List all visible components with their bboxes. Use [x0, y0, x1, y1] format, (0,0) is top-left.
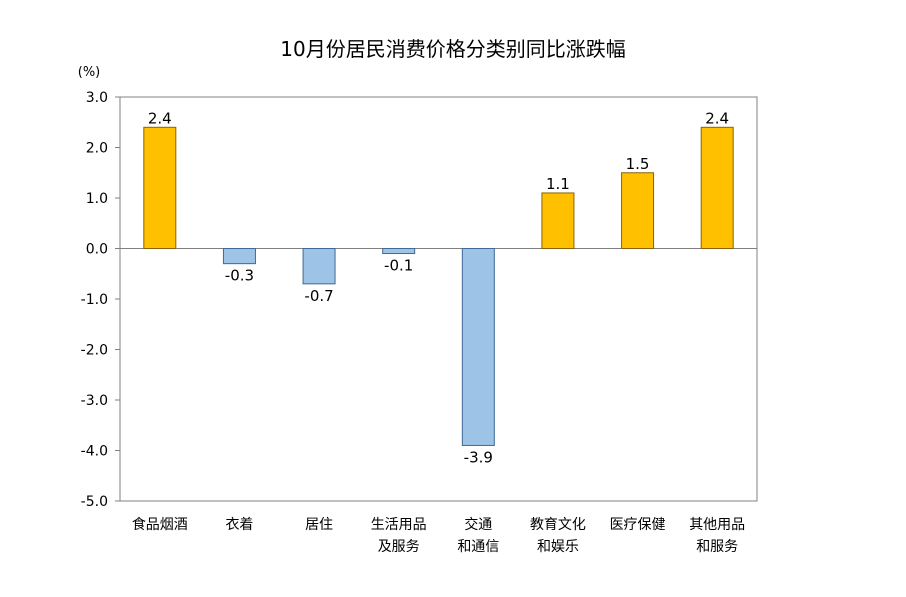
data-label: -0.1: [384, 257, 413, 275]
data-label: 2.4: [705, 109, 729, 127]
y-axis-unit: (%): [78, 65, 101, 80]
y-tick-label: 3.0: [86, 90, 108, 106]
x-tick-label: 食品烟酒: [132, 516, 188, 533]
x-tick-label: 医疗保健: [610, 517, 666, 533]
data-label: 1.5: [626, 155, 650, 173]
plot-area: 3.0 2.0 1.0 0.0 -1.0 -2.0 -3.0 -4.0 -5.0 2.4 食品烟酒 -…: [81, 90, 758, 555]
bar: [700, 126, 734, 249]
bar: [222, 248, 256, 265]
bar: [541, 192, 575, 249]
y-tick-label: -4.0: [81, 444, 108, 460]
x-tick-label: 交通: [464, 516, 492, 533]
bar: [461, 248, 495, 446]
x-tick-label: 居住: [305, 517, 333, 533]
data-label: 2.4: [148, 109, 172, 127]
bar: [621, 172, 655, 249]
bar: [143, 126, 177, 249]
y-tick-label: -5.0: [81, 494, 108, 510]
y-tick-label: 2.0: [86, 141, 108, 157]
x-tick-label: 和服务: [696, 539, 738, 555]
chart-title: 10月份居民消费价格分类别同比涨跌幅: [280, 37, 625, 61]
x-tick-label: 衣着: [225, 517, 253, 533]
x-tick-label: 生活用品: [371, 517, 427, 533]
x-tick-label: 教育文化: [530, 517, 586, 533]
data-label: 1.1: [546, 175, 570, 193]
x-tick-label: 其他用品: [689, 517, 745, 533]
x-tick-label: 及服务: [378, 539, 420, 555]
data-label: -0.7: [304, 287, 333, 305]
y-tick-label: 0.0: [86, 242, 108, 258]
y-tick-label: -1.0: [81, 292, 108, 308]
data-label: -0.3: [225, 267, 254, 285]
y-tick-label: -3.0: [81, 393, 108, 409]
y-tick-label: -2.0: [81, 343, 108, 359]
plot-border: [119, 96, 758, 502]
data-label: -3.9: [464, 448, 493, 466]
bar: [302, 248, 336, 285]
bar: [382, 248, 416, 255]
x-tick-label: 和通信: [457, 539, 499, 555]
x-tick-label: 和娱乐: [537, 539, 579, 555]
y-tick-label: 1.0: [86, 191, 108, 207]
